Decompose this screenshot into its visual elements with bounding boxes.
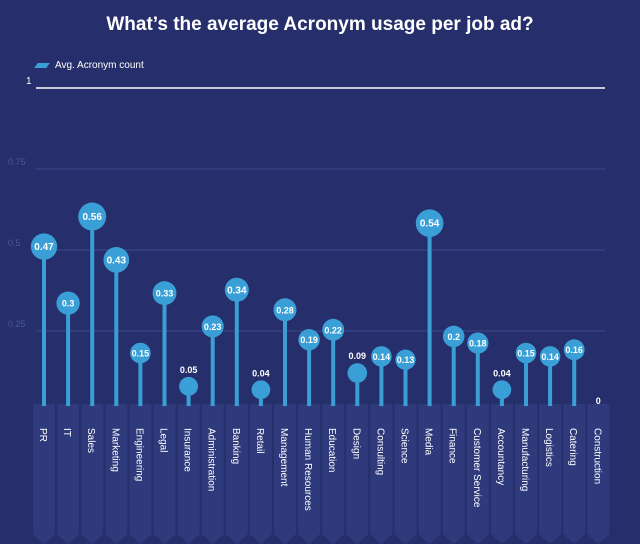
x-tick-label: Construction <box>591 428 602 484</box>
stem <box>283 310 287 406</box>
data-label: 0.23 <box>204 322 222 332</box>
marker <box>252 380 271 399</box>
data-label: 0.09 <box>349 351 367 361</box>
y-tick-label: 0.75 <box>8 157 26 167</box>
y-tick-label: 1 <box>26 76 32 87</box>
x-tick-label: Finance <box>447 428 458 464</box>
stem <box>90 217 94 406</box>
x-tick-label: Science <box>399 428 410 464</box>
stem <box>211 326 215 406</box>
x-tick-label: Human Resources <box>302 428 313 511</box>
stem <box>42 247 46 406</box>
marker <box>179 377 198 396</box>
data-label: 0.54 <box>420 219 440 230</box>
category-band <box>250 404 272 544</box>
category-band <box>226 404 248 544</box>
data-label: 0.16 <box>565 345 583 355</box>
x-tick-label: Banking <box>230 428 241 464</box>
x-tick-label: Sales <box>85 428 96 453</box>
marker <box>493 380 512 399</box>
stem <box>114 260 118 406</box>
data-label: 0.33 <box>156 289 174 299</box>
data-label: 0.2 <box>447 332 460 342</box>
lollipop-chart: 0.25 0.5 0.75 1 0.47 PR 0.3 IT 0.56 Sales 0.43 Mark… <box>0 0 640 544</box>
x-tick-label: Catering <box>567 428 578 466</box>
data-label: 0.18 <box>469 339 487 349</box>
x-tick-label: Management <box>278 428 289 487</box>
category-band <box>443 404 465 544</box>
x-tick-label: Marketing <box>109 428 120 472</box>
stem <box>235 290 239 406</box>
x-tick-label: Accountancy <box>495 428 506 485</box>
x-tick-label: Design <box>350 428 361 459</box>
category-band <box>57 404 79 544</box>
data-label: 0.13 <box>397 355 415 365</box>
data-label: 0.28 <box>276 305 294 315</box>
stem <box>66 303 70 406</box>
x-tick-label: Manufacturing <box>519 428 530 491</box>
category-band <box>154 404 176 544</box>
y-tick-label: 0.5 <box>8 238 21 248</box>
data-label: 0.05 <box>180 365 198 375</box>
x-tick-label: Media <box>423 428 434 456</box>
data-label: 0.14 <box>541 352 559 362</box>
data-label: 0.14 <box>373 352 391 362</box>
data-label: 0.15 <box>517 349 535 359</box>
data-label: 0.47 <box>34 242 54 253</box>
x-tick-label: Retail <box>254 428 265 454</box>
data-label: 0.15 <box>132 349 150 359</box>
data-label: 0.04 <box>493 368 511 378</box>
category-band <box>33 404 55 544</box>
category-band <box>105 404 127 544</box>
x-tick-label: Insurance <box>182 428 193 472</box>
data-label: 0.3 <box>62 299 75 309</box>
x-tick-label: Logistics <box>543 428 554 467</box>
stem <box>331 330 335 406</box>
category-band <box>539 404 561 544</box>
x-tick-label: Education <box>326 428 337 472</box>
marker <box>347 363 367 383</box>
data-label: 0.19 <box>300 335 318 345</box>
category-band <box>395 404 417 544</box>
x-tick-label: Administration <box>206 428 217 491</box>
category-band <box>81 404 103 544</box>
data-label: 0.34 <box>227 285 247 296</box>
data-label: 0 <box>596 396 601 406</box>
category-band <box>563 404 585 544</box>
data-label: 0.56 <box>82 212 102 223</box>
data-label: 0.22 <box>324 325 342 335</box>
y-tick-label: 0.25 <box>8 319 26 329</box>
category-band <box>322 404 344 544</box>
x-tick-label: Customer Service <box>471 428 482 508</box>
category-band <box>178 404 200 544</box>
x-tick-label: Engineering <box>133 428 144 481</box>
category-band <box>346 404 368 544</box>
stem <box>428 223 432 406</box>
x-tick-label: IT <box>61 428 72 437</box>
x-tick-label: PR <box>37 428 48 442</box>
x-tick-label: Consulting <box>374 428 385 475</box>
data-label: 0.43 <box>107 255 127 266</box>
stem <box>163 293 167 406</box>
category-band <box>419 404 441 544</box>
data-label: 0.04 <box>252 368 270 378</box>
x-tick-label: Legal <box>158 428 169 452</box>
